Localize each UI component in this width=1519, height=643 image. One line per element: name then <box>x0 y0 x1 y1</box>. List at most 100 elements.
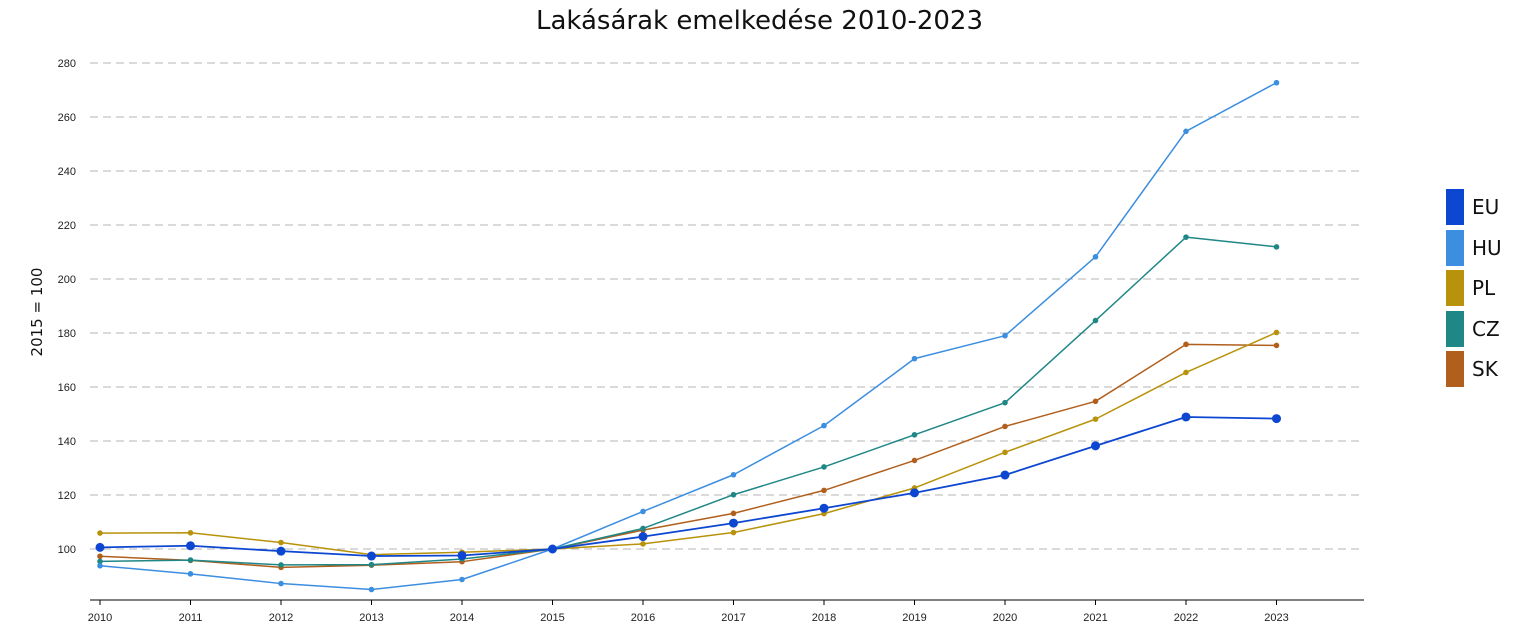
data-point-sk <box>1092 398 1099 405</box>
legend-label: SK <box>1472 357 1498 381</box>
data-point-hu <box>459 576 465 583</box>
legend-item-sk: SK <box>1446 351 1502 387</box>
data-point-pl <box>1092 416 1099 422</box>
gridlines <box>90 62 1362 550</box>
data-point-cz <box>1273 244 1280 250</box>
data-point-hu <box>821 422 827 429</box>
legend-label: EU <box>1472 195 1500 219</box>
x-tick-label: 2016 <box>631 612 655 624</box>
data-point-eu <box>729 518 738 528</box>
data-point-hu <box>1183 128 1189 135</box>
data-point-sk <box>97 553 103 560</box>
data-point-cz <box>1183 234 1189 240</box>
x-tick-label: 2018 <box>812 612 836 624</box>
data-point-cz <box>730 491 737 498</box>
x-tick-label: 2012 <box>269 612 293 624</box>
y-axis-label: 2015 = 100 <box>28 268 46 357</box>
legend-item-eu: EU <box>1446 189 1502 225</box>
data-point-sk <box>1183 341 1189 348</box>
data-point-hu <box>640 508 646 515</box>
x-tick-label: 2015 <box>540 612 564 624</box>
data-point-hu <box>368 586 375 593</box>
x-tick-label: 2022 <box>1174 612 1198 624</box>
series-hu <box>97 79 1280 593</box>
data-point-eu <box>910 488 919 498</box>
data-point-cz <box>1002 399 1008 406</box>
data-point-cz <box>187 557 194 563</box>
y-tick-label: 200 <box>58 274 76 286</box>
legend-item-pl: PL <box>1446 270 1502 306</box>
data-point-hu <box>730 471 737 478</box>
y-tick-label: 240 <box>58 166 76 178</box>
data-point-eu <box>276 546 286 556</box>
data-point-eu <box>1000 470 1010 480</box>
legend-label: HU <box>1472 235 1502 260</box>
y-tick-label: 100 <box>58 544 76 556</box>
data-point-hu <box>278 580 284 587</box>
series-line-eu <box>99 416 1277 557</box>
x-tick-label: 2014 <box>450 612 474 624</box>
data-point-eu <box>548 544 557 554</box>
legend-swatch <box>1446 351 1464 387</box>
legend-label: CZ <box>1472 316 1500 341</box>
series-line-pl <box>99 331 1277 556</box>
legend-item-cz: CZ <box>1446 310 1502 347</box>
data-point-hu <box>1092 254 1099 260</box>
data-point-pl <box>1273 329 1280 336</box>
x-tick-label: 2020 <box>993 612 1017 624</box>
legend: EU HU PL CZ SK <box>1446 189 1502 392</box>
data-point-pl <box>187 530 194 536</box>
data-point-cz <box>278 562 284 568</box>
data-point-pl <box>278 539 284 546</box>
y-tick-label: 140 <box>58 436 76 448</box>
y-tick-label: 120 <box>58 490 76 502</box>
data-point-pl <box>1183 369 1189 376</box>
series-sk <box>97 341 1280 571</box>
data-point-pl <box>730 529 737 536</box>
data-point-eu <box>1272 414 1281 424</box>
data-point-cz <box>1092 317 1099 324</box>
x-tick-label: 2013 <box>359 612 383 624</box>
data-point-cz <box>640 525 646 532</box>
data-point-eu <box>186 541 195 551</box>
series-eu <box>95 412 1281 561</box>
data-point-sk <box>730 510 737 517</box>
data-point-hu <box>187 571 194 577</box>
data-point-sk <box>911 457 918 464</box>
data-point-eu <box>1091 441 1100 451</box>
data-point-sk <box>821 487 827 494</box>
data-point-cz <box>97 558 103 565</box>
data-point-hu <box>1273 79 1280 86</box>
data-point-cz <box>911 431 918 438</box>
data-point-cz <box>821 464 827 470</box>
x-tick-label: 2021 <box>1083 612 1107 624</box>
series-layer <box>95 79 1281 593</box>
y-tick-label: 260 <box>58 112 76 124</box>
data-point-sk <box>1002 423 1008 430</box>
data-point-eu <box>638 532 648 542</box>
series-line-hu <box>99 82 1277 591</box>
x-tick-label: 2010 <box>88 612 112 624</box>
data-point-pl <box>97 530 103 536</box>
legend-swatch <box>1446 229 1464 266</box>
data-point-pl <box>640 541 646 547</box>
legend-swatch <box>1446 270 1464 306</box>
legend-item-hu: HU <box>1446 229 1502 266</box>
y-tick-label: 220 <box>58 220 76 232</box>
series-line-sk <box>99 343 1277 569</box>
data-point-eu <box>457 550 467 560</box>
x-tick-label: 2023 <box>1264 612 1288 624</box>
data-point-pl <box>1002 449 1008 456</box>
legend-swatch <box>1446 310 1464 347</box>
chart-title: Lakásárak emelkedése 2010-2023 <box>535 6 984 36</box>
data-point-eu <box>1181 412 1191 422</box>
series-cz <box>97 234 1280 568</box>
data-point-hu <box>1002 332 1008 339</box>
data-point-cz <box>368 561 375 568</box>
series-line-cz <box>99 236 1277 566</box>
x-tick-label: 2011 <box>179 612 203 624</box>
data-point-eu <box>367 551 376 561</box>
axes: 100 120 140 160 180 200 220 240 260 280 2010 2011 20… <box>58 58 1364 624</box>
data-point-hu <box>97 562 103 569</box>
